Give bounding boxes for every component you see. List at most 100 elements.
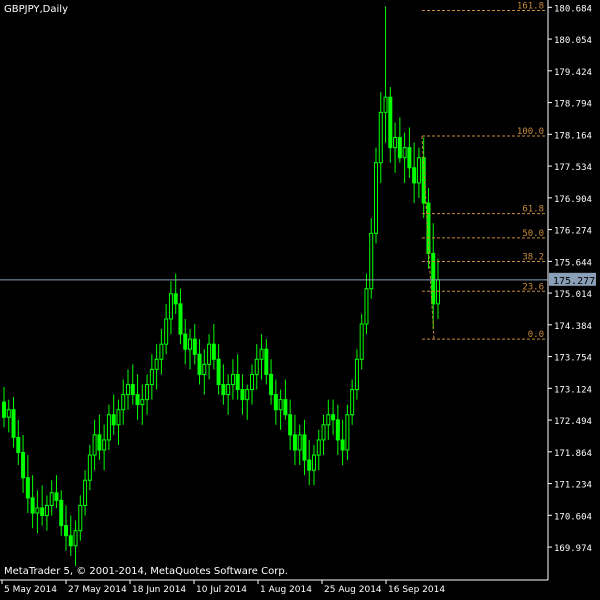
candle-body	[102, 439, 107, 451]
candle-body	[393, 137, 398, 149]
candle-body	[59, 499, 64, 527]
candle	[130, 364, 135, 405]
candle-body	[312, 454, 316, 471]
candle	[87, 444, 92, 491]
candle-body	[350, 389, 355, 416]
candle-body	[54, 492, 59, 501]
candle-body	[316, 439, 321, 456]
candle	[164, 303, 169, 355]
candle-body	[421, 157, 426, 204]
candle-body	[245, 389, 250, 401]
candle	[21, 434, 26, 493]
fib-level-label: 161.8	[517, 2, 544, 12]
candle-body	[188, 338, 192, 350]
candle-body	[335, 419, 340, 441]
time-tick-label: 27 May 2014	[68, 585, 127, 595]
candle-body	[230, 373, 235, 385]
candle	[369, 218, 374, 299]
candle-body	[159, 343, 164, 360]
candle	[264, 339, 269, 385]
candle-body	[183, 333, 188, 350]
price-axis[interactable]: 180.684 180.054 179.424 178.794 178.164 177.5…	[548, 4, 592, 554]
candle	[321, 414, 326, 456]
candle	[364, 273, 369, 335]
fib-level-label: 61.8	[522, 205, 544, 215]
candle	[331, 399, 336, 435]
candle-body	[226, 383, 231, 396]
candle-body	[178, 303, 183, 335]
candle-body	[135, 394, 140, 406]
candle-body	[92, 434, 97, 456]
candle-body	[83, 479, 88, 506]
candle	[259, 334, 264, 380]
candle-body	[44, 504, 49, 517]
candle	[173, 273, 178, 314]
candle-body	[21, 452, 26, 479]
price-tick-label: 179.424	[554, 68, 592, 78]
candle-body	[25, 477, 30, 499]
candle	[54, 475, 59, 508]
price-tick-label: 175.644	[554, 258, 592, 268]
time-axis[interactable]: 5 May 2014 27 May 2014 18 Jun 2014 10 Jul 2…	[1, 580, 445, 595]
candle	[302, 419, 307, 476]
candle	[230, 359, 235, 400]
candle-body	[259, 348, 264, 360]
candle-body	[278, 399, 283, 411]
candle-body	[416, 157, 421, 184]
candle-body	[431, 252, 436, 305]
candle-body	[87, 454, 92, 481]
candle-body	[402, 147, 407, 159]
fib-level-label: 38.2	[522, 253, 544, 263]
fibonacci-retracement[interactable]: 161.8 100.0 61.8 50.0 38.2 23.6 0.0	[421, 2, 546, 341]
candle-body	[221, 383, 226, 396]
candle-body	[254, 358, 259, 375]
candle-body	[264, 348, 269, 375]
candle	[106, 404, 111, 451]
candle	[374, 147, 378, 244]
candle-body	[397, 137, 402, 159]
candle-body	[6, 409, 11, 418]
price-tick-label: 172.494	[554, 417, 592, 427]
candle	[35, 490, 40, 534]
price-tick-label: 180.054	[554, 36, 592, 46]
price-tick-label: 175.014	[554, 290, 592, 300]
time-tick-label: 1 Aug 2014	[260, 585, 312, 595]
candle	[126, 369, 130, 410]
candle-body	[250, 373, 254, 391]
candle	[354, 349, 359, 400]
candle-body	[192, 338, 197, 355]
candle	[211, 324, 216, 370]
price-tick-label: 177.534	[554, 163, 592, 173]
price-tick-label: 176.904	[554, 195, 592, 205]
candle-body	[168, 293, 173, 320]
candle-body	[359, 323, 364, 360]
candle	[97, 414, 102, 461]
candle	[183, 318, 188, 365]
candle	[168, 281, 173, 335]
candles-layer	[2, 6, 440, 566]
candle	[202, 349, 207, 395]
candle	[288, 399, 293, 451]
candle-body	[40, 507, 45, 517]
candle	[407, 127, 412, 178]
fib-trend-line[interactable]	[421, 136, 435, 340]
candle-body	[106, 414, 111, 441]
candle-body	[97, 434, 102, 451]
candle	[326, 399, 331, 440]
price-tick-label: 173.124	[554, 385, 592, 395]
candle-body	[30, 497, 35, 514]
candle	[25, 455, 30, 514]
candle-body	[164, 318, 169, 345]
candle	[292, 414, 297, 466]
candle	[2, 387, 6, 428]
candle	[159, 329, 164, 375]
candle-body	[412, 167, 417, 184]
candle	[149, 354, 154, 400]
current-price-badge-bg	[549, 272, 596, 286]
price-tick-label: 171.864	[554, 449, 592, 459]
candle	[135, 374, 140, 420]
candle	[83, 470, 88, 516]
